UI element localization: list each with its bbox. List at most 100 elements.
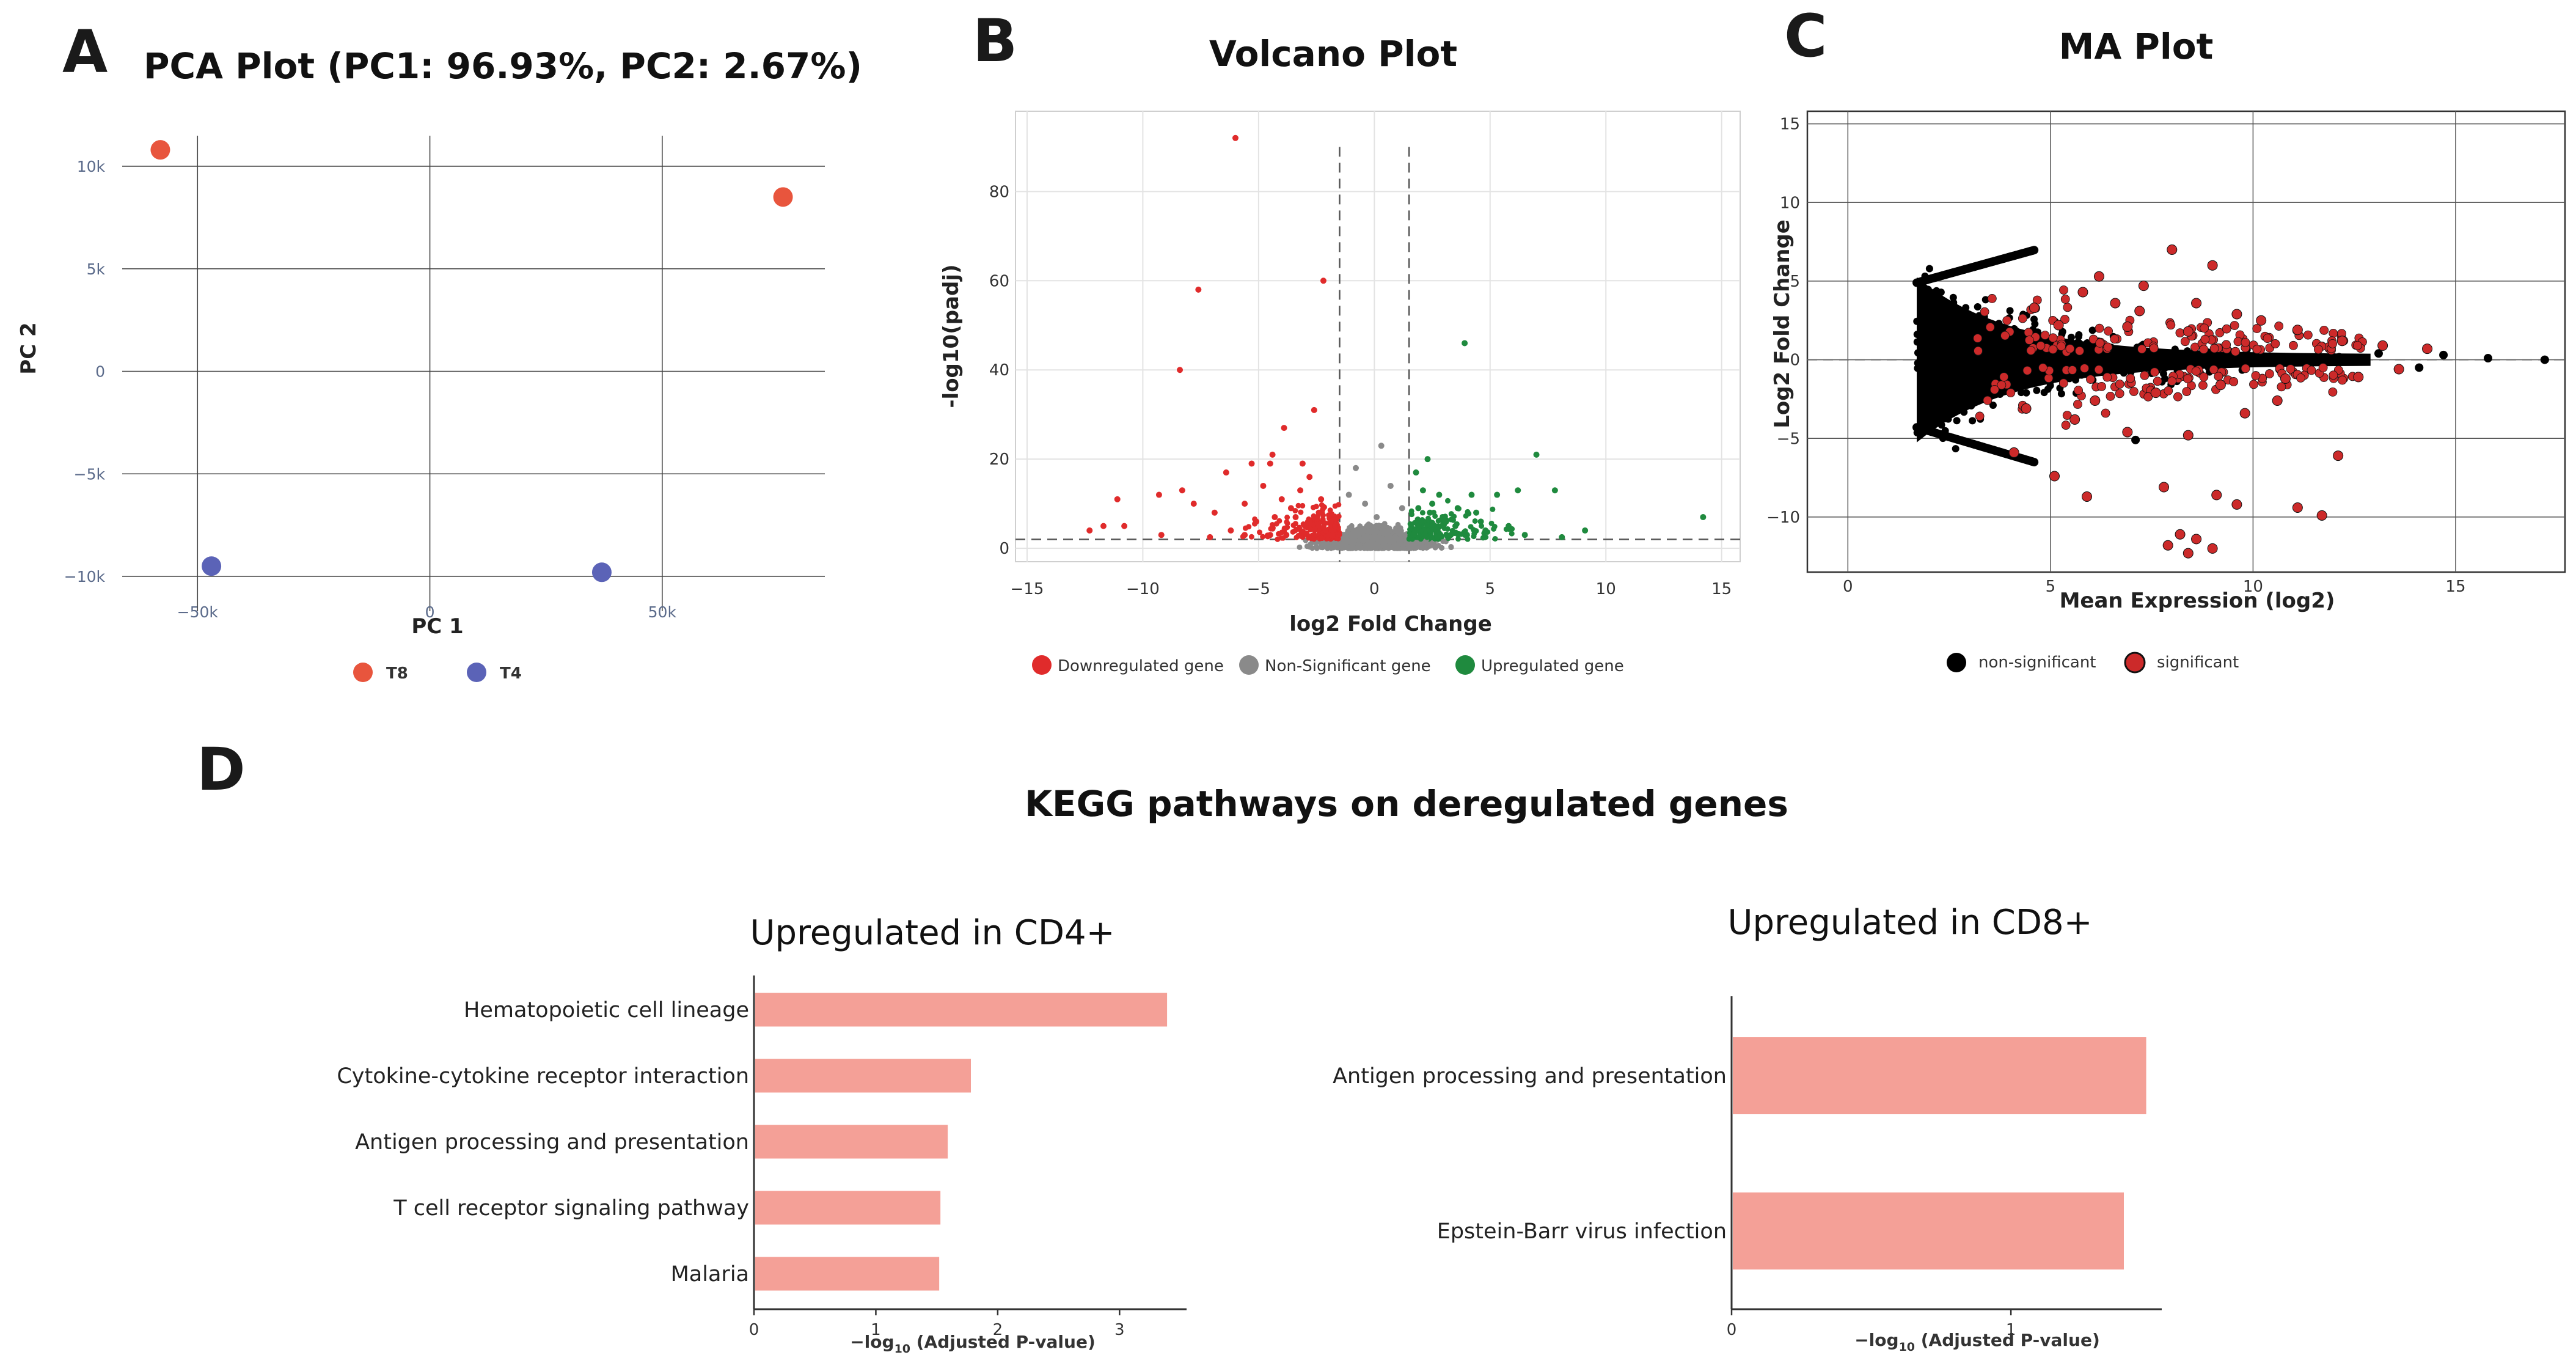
ma-sig-cloud-point — [2143, 392, 2153, 402]
ma-sig-cloud-point — [2319, 325, 2329, 335]
ma-cloud-point — [1946, 350, 1954, 358]
pca-point-t8 — [150, 140, 170, 160]
ma-cloud-point — [1937, 421, 1945, 429]
ma-sig-cloud-point — [2097, 381, 2106, 391]
ma-sig-cloud-point — [2094, 365, 2104, 375]
ma-point-nonsig — [2415, 363, 2424, 372]
volcano-cloud-point — [1321, 504, 1327, 510]
volcano-y-tick: 0 — [999, 540, 1009, 558]
volcano-point-down — [1190, 501, 1197, 507]
pca-y-tick: 10k — [77, 158, 106, 175]
kegg-cd4-x-axis-title: −log10 (Adjusted P-value) — [850, 1332, 1096, 1356]
ma-cloud-point — [1931, 370, 1939, 378]
ma-cloud-point — [2132, 359, 2140, 367]
ma-sig-cloud-point — [2214, 372, 2223, 381]
ma-cloud-point — [1933, 287, 1941, 295]
ma-cloud-point — [2011, 358, 2019, 366]
volcano-cloud-point — [1438, 534, 1444, 540]
ma-cloud-point — [1996, 356, 2004, 364]
ma-cloud-point — [2044, 385, 2052, 393]
kegg-cd4-bar — [755, 1059, 971, 1093]
kegg-cd8-xlabel-prefix: −log — [1854, 1330, 1898, 1350]
ma-cloud-point — [2107, 353, 2115, 361]
volcano-point-down — [1158, 532, 1165, 538]
ma-legend-marker-sig — [2124, 652, 2146, 674]
ma-point-sig — [2353, 372, 2364, 383]
ma-sig-cloud-point — [2022, 366, 2032, 375]
ma-cloud-point — [2020, 378, 2028, 386]
ma-y-tick: 15 — [1780, 116, 1800, 134]
ma-cloud-point — [1941, 427, 1949, 435]
ma-sig-cloud-point — [2073, 400, 2082, 409]
ma-cloud-point — [1950, 366, 1958, 374]
ma-sig-cloud-point — [2209, 344, 2219, 353]
ma-point-sig — [2292, 502, 2303, 513]
volcano-legend-marker-up — [1455, 655, 1475, 675]
ma-point-sig — [2191, 298, 2202, 309]
volcano-cloud-point — [1375, 542, 1381, 548]
ma-cloud-point — [1939, 341, 1947, 349]
ma-point-sig — [2183, 548, 2194, 559]
ma-cloud-point — [2126, 366, 2134, 374]
pca-legend-marker-t8 — [353, 663, 373, 682]
volcano-point-down — [1177, 367, 1184, 373]
volcano-cloud-point — [1304, 530, 1310, 536]
ma-point-sig — [2122, 427, 2133, 438]
pca-points — [150, 140, 793, 582]
volcano-point-up — [1700, 514, 1707, 521]
kegg-cd8-bar — [1733, 1192, 2124, 1269]
ma-point-sig — [2183, 326, 2194, 337]
volcano-cloud-point — [1419, 543, 1425, 549]
volcano-title: Volcano Plot — [1209, 33, 1457, 75]
ma-cloud-point — [1963, 322, 1970, 330]
volcano-y-tick: 80 — [989, 183, 1009, 201]
ma-cloud-point — [1928, 347, 1936, 355]
ma-point-sig — [2183, 430, 2194, 441]
volcano-point-down — [1297, 487, 1304, 494]
pca-legend-marker-t4 — [467, 663, 486, 682]
ma-cloud-point — [1937, 327, 1945, 335]
ma-cloud-point — [1969, 383, 1977, 391]
ma-cloud-point — [1971, 369, 1979, 377]
ma-cloud-point — [2018, 344, 2026, 351]
ma-point-sig — [2159, 482, 2170, 493]
ma-point-sig — [2280, 373, 2291, 384]
ma-cloud-point — [1981, 296, 1989, 304]
ma-y-axis-title: Log2 Fold Change — [1770, 219, 1795, 428]
kegg-cd4-bar — [755, 1257, 940, 1291]
volcano-point-down — [1155, 491, 1162, 498]
volcano-x-tick: 5 — [1485, 580, 1495, 598]
ma-point-sig — [2211, 490, 2222, 501]
ma-cloud-point — [2278, 358, 2286, 366]
ma-point-sig — [2122, 321, 2133, 332]
ma-sig-cloud-point — [2180, 337, 2190, 347]
ma-cloud-point — [1913, 331, 1921, 339]
volcano-cloud-point — [1357, 537, 1363, 543]
volcano-cloud-point — [1352, 530, 1358, 536]
ma-cloud-point — [2121, 357, 2129, 365]
kegg-cd8-bar — [1733, 1037, 2146, 1114]
ma-sig-cloud-point — [2086, 375, 2095, 384]
volcano-point-up — [1506, 523, 1512, 529]
ma-x-tick: 5 — [2046, 578, 2056, 596]
ma-sig-cloud-point — [2183, 374, 2192, 384]
ma-cloud-point — [1915, 428, 1923, 436]
volcano-point-up — [1419, 487, 1426, 494]
pca-gridlines — [122, 136, 825, 611]
ma-cloud-point — [1930, 385, 1938, 393]
volcano-cloud-point — [1448, 545, 1454, 551]
ma-cloud-point — [2066, 375, 2074, 383]
ma-cloud-point — [2201, 358, 2209, 366]
ma-sig-cloud-point — [2241, 337, 2250, 347]
ma-cloud-point — [1950, 329, 1958, 337]
volcano-point-down — [1100, 523, 1107, 529]
ma-sig-cloud-point — [2095, 323, 2104, 333]
ma-cloud-point — [1964, 380, 1972, 388]
ma-cloud-point — [1941, 370, 1948, 378]
volcano-point-ns — [1374, 514, 1380, 521]
volcano-cloud-point — [1356, 542, 1363, 548]
ma-sig-cloud-point — [2095, 338, 2105, 348]
ma-sig-cloud-point — [2149, 344, 2159, 353]
pca-x-tick: 0 — [425, 603, 435, 621]
